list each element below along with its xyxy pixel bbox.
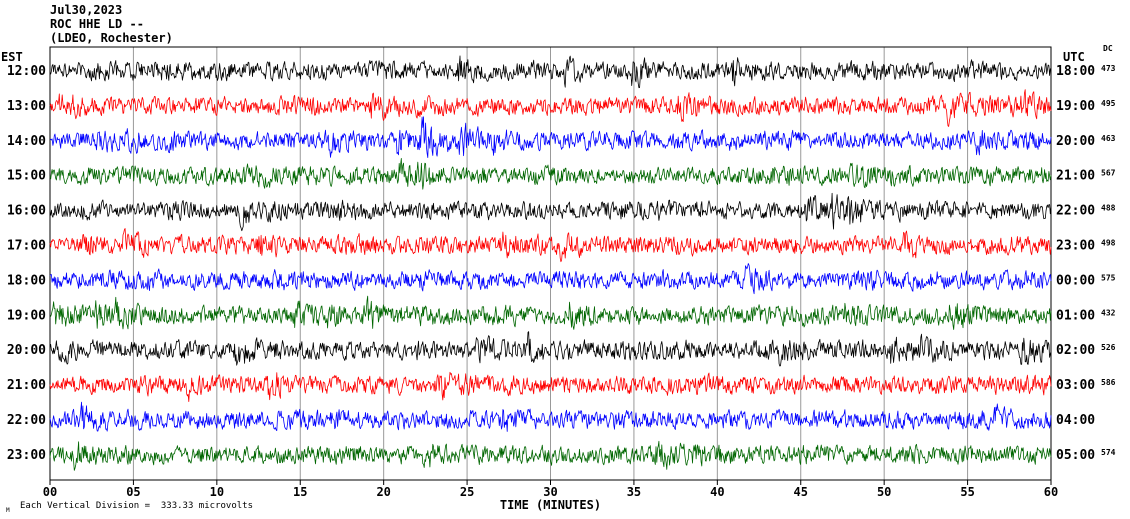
x-tick-label: 05 [126,485,140,499]
est-hour-label: 22:00 [7,413,46,428]
est-hour-label: 16:00 [7,204,46,219]
watermark: M [6,507,10,514]
x-tick-label: 00 [43,485,57,499]
seismogram-trace [49,401,1052,432]
utc-hour-label: 03:00 [1056,378,1095,393]
est-hour-label: 17:00 [7,239,46,254]
dc-value: 526 [1101,343,1116,352]
seismogram-trace [49,55,1052,89]
x-tick-label: 40 [710,485,724,499]
dc-value: 473 [1101,64,1116,73]
dc-value: 586 [1101,378,1116,387]
dc-value: 432 [1101,308,1116,317]
header-station: ROC HHE LD -- [50,17,144,31]
seismogram-trace [49,157,1052,190]
utc-hour-label: 02:00 [1056,343,1095,358]
utc-hour-label: 22:00 [1056,204,1095,219]
est-hour-label: 13:00 [7,99,46,114]
seismogram-trace [49,331,1052,367]
x-tick-label: 15 [293,485,307,499]
seismogram-trace [49,440,1052,471]
seismogram-trace [49,89,1052,127]
x-tick-label: 60 [1044,485,1058,499]
utc-hour-label: 21:00 [1056,169,1095,184]
dc-value: 495 [1101,99,1116,108]
utc-hour-label: 23:00 [1056,239,1095,254]
x-tick-label: 45 [794,485,808,499]
est-hour-label: 19:00 [7,308,46,323]
seismogram-trace [49,192,1052,232]
utc-hour-label: 19:00 [1056,99,1095,114]
est-hour-label: 23:00 [7,448,46,463]
est-hour-label: 20:00 [7,343,46,358]
seismogram-trace [49,295,1052,330]
x-axis-title: TIME (MINUTES) [499,498,602,512]
dc-value: 463 [1101,134,1116,143]
est-hour-label: 14:00 [7,134,46,149]
dc-value: 498 [1101,239,1116,248]
seismogram-trace [49,371,1052,403]
seismogram-trace [49,228,1052,263]
seismogram-trace [49,263,1052,295]
est-hour-label: 21:00 [7,378,46,393]
utc-hour-label: 04:00 [1056,413,1095,428]
est-hour-label: 15:00 [7,169,46,184]
utc-hour-label: 18:00 [1056,64,1095,79]
header-date: Jul30,2023 [50,3,123,17]
est-hour-label: 18:00 [7,273,46,288]
x-tick-label: 55 [960,485,974,499]
dc-value: 488 [1101,204,1116,213]
x-tick-label: 10 [210,485,224,499]
utc-hour-label: 05:00 [1056,448,1095,463]
x-tick-label: 20 [376,485,390,499]
x-tick-label: 50 [877,485,891,499]
scale-note: Each Vertical Division = 333.33 microvol… [20,501,253,511]
est-hour-label: 12:00 [7,64,46,79]
utc-hour-label: 20:00 [1056,134,1095,149]
left-axis-title: EST [1,50,23,64]
dc-value: 567 [1101,169,1116,178]
dc-value: 574 [1101,448,1116,457]
dc-column-title: DC [1103,44,1113,53]
dc-value: 575 [1101,273,1116,282]
x-tick-label: 30 [543,485,557,499]
x-tick-label: 35 [627,485,641,499]
utc-hour-label: 01:00 [1056,308,1095,323]
utc-hour-label: 00:00 [1056,273,1095,288]
right-axis-title: UTC [1063,50,1085,64]
seismogram-trace [49,116,1052,159]
header-location: (LDEO, Rochester) [50,31,173,45]
x-tick-label: 25 [460,485,474,499]
